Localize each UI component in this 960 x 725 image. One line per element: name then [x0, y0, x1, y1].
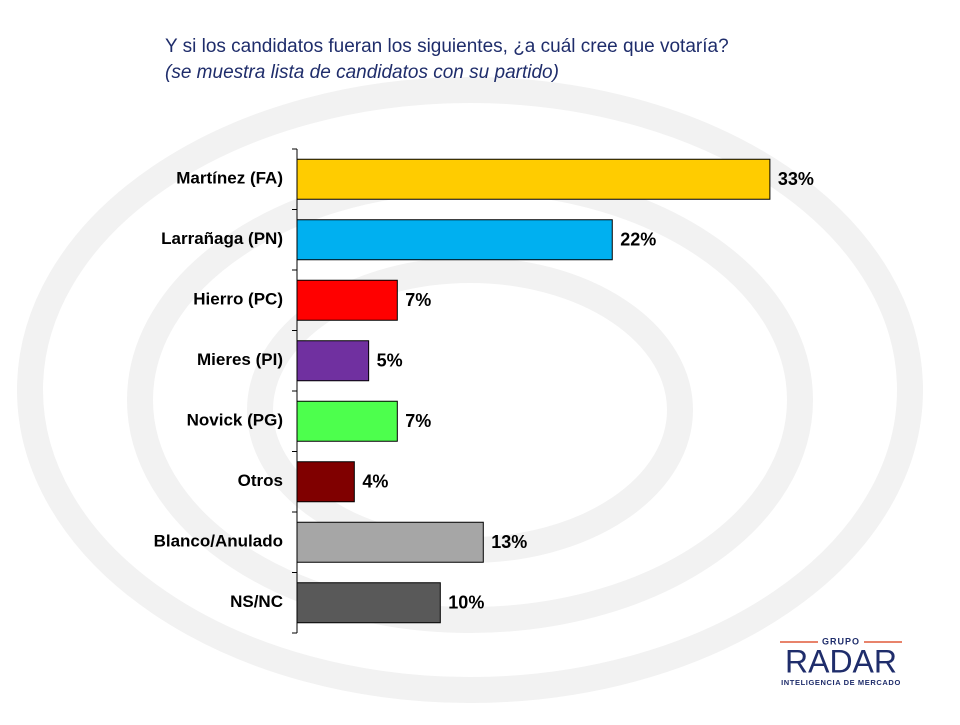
bar [296, 521, 484, 563]
value-label: 7% [405, 411, 431, 431]
plot: Martínez (FA) 33% Larrañaga (PN) 22% Hierro … [154, 148, 814, 634]
category-label: Larrañaga (PN) [161, 229, 283, 248]
category-label: Martínez (FA) [176, 169, 283, 188]
value-label: 13% [491, 532, 527, 552]
category-label: Blanco/Anulado [154, 532, 283, 551]
chart-title: Y si los candidatos fueran los siguiente… [165, 36, 729, 57]
chart-subtitle: (se muestra lista de candidatos con su p… [165, 62, 559, 83]
category-label: Hierro (PC) [193, 290, 283, 309]
value-label: 4% [362, 472, 388, 492]
value-label: 33% [778, 169, 814, 189]
value-label: 5% [377, 351, 403, 371]
logo: GRUPO RADAR INTELIGENCIA DE MERCADO [780, 636, 902, 687]
value-label: 7% [405, 290, 431, 310]
logo-top: GRUPO [822, 636, 860, 646]
bar [296, 582, 441, 624]
logo-tagline: INTELIGENCIA DE MERCADO [781, 678, 901, 687]
bar [296, 158, 771, 200]
value-label: 22% [620, 230, 656, 250]
category-label: NS/NC [230, 592, 283, 611]
value-label: 10% [448, 593, 484, 613]
category-label: Novick (PG) [187, 411, 283, 430]
bar [296, 461, 355, 503]
category-label: Mieres (PI) [197, 350, 283, 369]
bar [296, 219, 613, 261]
logo-name: RADAR [785, 643, 897, 679]
bar [296, 279, 398, 321]
bar [296, 400, 398, 442]
category-label: Otros [238, 471, 283, 490]
bar [296, 340, 370, 382]
